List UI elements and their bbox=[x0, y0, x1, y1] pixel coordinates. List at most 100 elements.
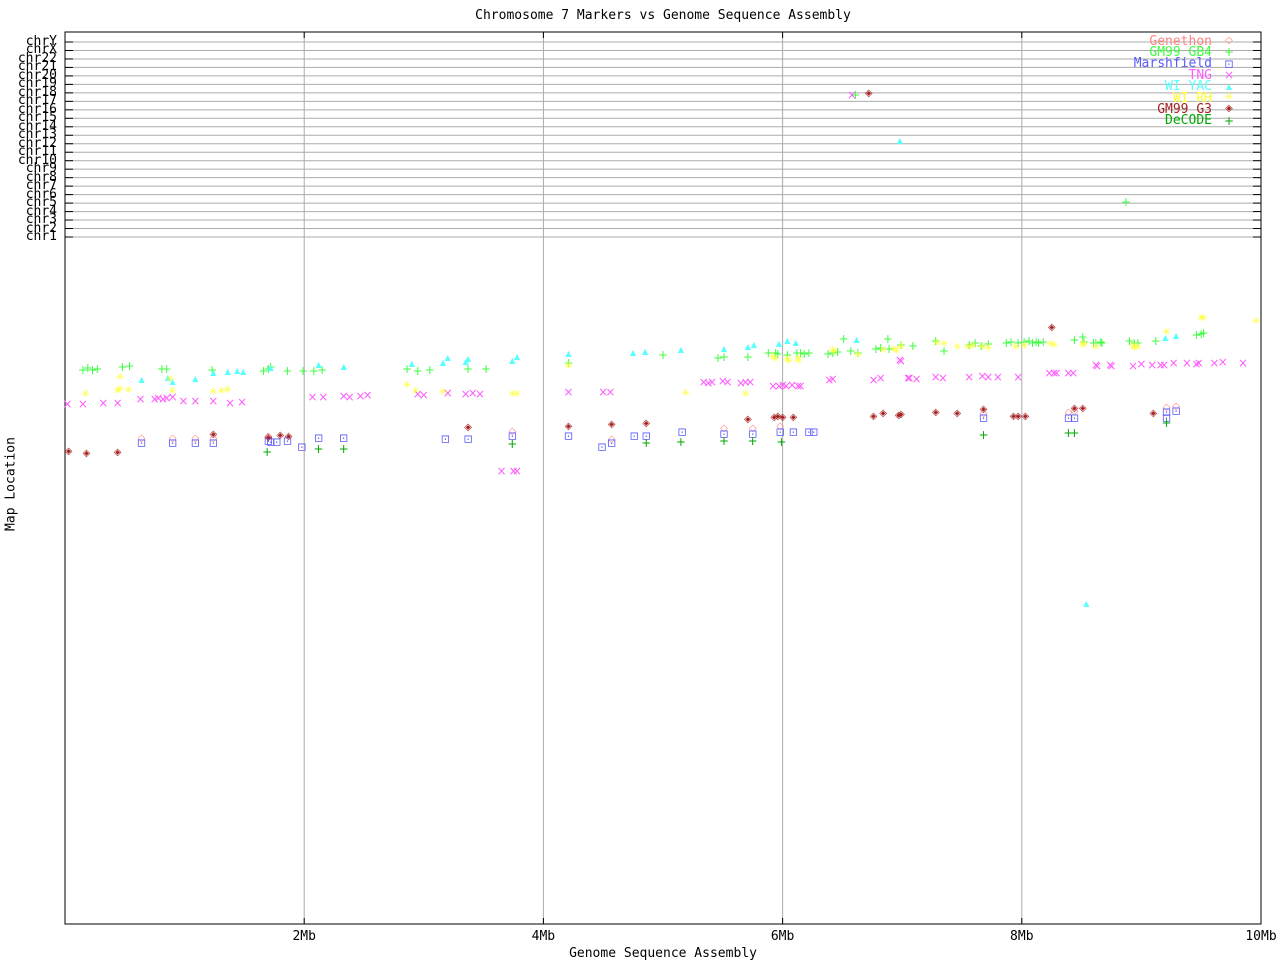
data-point-gm99-gb4: + bbox=[207, 362, 218, 377]
data-point-wi-rh: ✳ bbox=[828, 344, 838, 356]
data-point-tng: × bbox=[178, 393, 189, 408]
data-point-gm99-gb4: + bbox=[795, 345, 806, 360]
data-point-tng: × bbox=[1181, 355, 1192, 370]
legend-marker-icon: ⊡ bbox=[1224, 57, 1234, 71]
data-point-tng: × bbox=[467, 385, 478, 400]
x-axis-label: Genome Sequence Assembly bbox=[569, 946, 757, 961]
data-point-wi-rh: ✳ bbox=[783, 353, 792, 365]
data-point-gm99-g3: ◈ bbox=[113, 446, 122, 458]
data-point-wi-rh: ✳ bbox=[402, 379, 412, 391]
data-point-marshfield: ⊡ bbox=[1063, 411, 1074, 425]
data-point-gm99-g3: ◈ bbox=[264, 431, 273, 443]
x-axis-tick-label: 10Mb bbox=[1245, 929, 1277, 944]
y-axis-chromosome-label: chr16 bbox=[17, 101, 57, 117]
data-point-tng: × bbox=[983, 369, 994, 384]
data-point-wi-rh: ✳ bbox=[1049, 339, 1059, 351]
y-axis-chromosome-label: chr21 bbox=[17, 59, 57, 75]
data-point-tng: × bbox=[1105, 357, 1116, 372]
y-axis-chromosome-label: chr1 bbox=[25, 229, 57, 244]
legend-marker-icon: ◈ bbox=[1225, 103, 1233, 115]
data-point-gm99-g3: ◈ bbox=[1078, 402, 1087, 414]
legend-marker-icon: + bbox=[1223, 113, 1235, 128]
data-point-tng: × bbox=[903, 370, 914, 385]
data-point-wi-yac: ▲ bbox=[641, 346, 649, 356]
data-point-gm99-gb4: + bbox=[1038, 334, 1049, 349]
data-point-wi-rh: ✳ bbox=[853, 349, 863, 361]
data-point-gm99-gb4: + bbox=[850, 87, 861, 102]
data-point-wi-yac: ▲ bbox=[138, 374, 145, 384]
data-point-marshfield: ⊡ bbox=[641, 429, 651, 443]
data-point-tng: × bbox=[930, 369, 941, 384]
data-point-wi-yac: ▲ bbox=[408, 358, 415, 368]
data-point-gm99-g3: ◈ bbox=[464, 421, 472, 433]
data-point-decode: + bbox=[313, 441, 324, 456]
data-point-wi-rh: ✳ bbox=[438, 386, 448, 398]
data-point-gm99-g3: ◈ bbox=[1009, 410, 1018, 422]
data-point-wi-rh: ✳ bbox=[166, 373, 175, 385]
data-point-gm99-gb4: + bbox=[1013, 335, 1024, 350]
data-point-gm99-gb4: + bbox=[161, 361, 172, 376]
data-point-gm99-gb4: + bbox=[1120, 194, 1131, 209]
data-point-gm99-g3: ◈ bbox=[931, 406, 940, 418]
data-point-tng: × bbox=[824, 372, 835, 387]
data-point-marshfield: ⊡ bbox=[719, 427, 729, 441]
data-point-wi-rh: ✳ bbox=[984, 342, 993, 354]
data-point-tng: × bbox=[937, 370, 948, 385]
data-point-wi-rh: ✳ bbox=[829, 346, 839, 358]
y-axis-chromosome-label: chr19 bbox=[17, 76, 57, 92]
data-point-gm99-gb4: + bbox=[939, 343, 950, 358]
data-point-genethon: ◇ bbox=[776, 420, 785, 432]
data-point-tng: × bbox=[1068, 365, 1079, 380]
data-point-tng: × bbox=[355, 388, 366, 403]
data-point-tng: × bbox=[1217, 354, 1228, 369]
data-point-tng: × bbox=[1159, 357, 1170, 372]
y-axis-chromosome-label: chr12 bbox=[17, 135, 57, 151]
y-axis-chromosome-label: chr7 bbox=[25, 178, 57, 194]
data-point-wi-rh: ✳ bbox=[978, 341, 987, 353]
data-point-gm99-gb4: + bbox=[463, 361, 474, 376]
data-point-marshfield: ⊡ bbox=[263, 434, 273, 448]
data-point-wi-rh: ✳ bbox=[1162, 326, 1171, 338]
data-point-tng: × bbox=[977, 368, 988, 383]
data-point-gm99-g3: ◈ bbox=[209, 428, 218, 440]
data-point-genethon: ◇ bbox=[137, 432, 146, 444]
data-point-wi-rh: ✳ bbox=[124, 384, 133, 396]
data-point-wi-rh: ✳ bbox=[932, 337, 942, 349]
y-axis-chromosome-label: chr15 bbox=[17, 110, 57, 126]
data-point-tng: × bbox=[895, 353, 907, 368]
data-point-wi-rh: ✳ bbox=[81, 388, 90, 400]
data-point-wi-rh: ✳ bbox=[896, 341, 906, 353]
data-point-gm99-gb4: + bbox=[424, 362, 435, 377]
x-axis-tick-label: 4Mb bbox=[531, 929, 556, 944]
data-point-wi-rh: ✳ bbox=[793, 352, 803, 364]
data-point-marshfield: ⊡ bbox=[272, 435, 282, 449]
data-point-gm99-gb4: + bbox=[117, 359, 128, 374]
data-point-gm99-gb4: + bbox=[308, 363, 319, 378]
data-point-gm99-g3: ◈ bbox=[897, 408, 905, 420]
data-point-wi-rh: ✳ bbox=[1046, 338, 1055, 350]
data-point-wi-yac: ▲ bbox=[234, 365, 241, 375]
data-point-decode: + bbox=[1161, 415, 1172, 430]
data-point-tng: × bbox=[1090, 357, 1101, 372]
data-point-tng: × bbox=[236, 394, 248, 409]
data-point-wi-rh: ✳ bbox=[223, 384, 232, 396]
y-axis-chromosome-label: chrY bbox=[25, 34, 57, 49]
data-point-gm99-gb4: + bbox=[964, 337, 975, 352]
data-point-tng: × bbox=[1051, 365, 1062, 380]
data-point-tng: × bbox=[112, 395, 123, 410]
data-point-tng: × bbox=[412, 386, 423, 401]
data-point-tng: × bbox=[1193, 355, 1204, 370]
data-point-decode: + bbox=[675, 434, 686, 449]
data-point-tng: × bbox=[1238, 355, 1249, 370]
data-point-wi-rh: ✳ bbox=[768, 351, 778, 363]
data-point-genethon: ◇ bbox=[168, 432, 177, 444]
data-point-gm99-g3: ◈ bbox=[1021, 410, 1030, 422]
data-point-marshfield: ⊡ bbox=[1171, 404, 1181, 418]
data-point-marshfield: ⊡ bbox=[440, 432, 450, 446]
data-point-marshfield: ⊡ bbox=[1161, 411, 1172, 425]
data-point-wi-rh: ✳ bbox=[1196, 312, 1206, 324]
legend-label-wi-rh: WI RH bbox=[1172, 90, 1212, 106]
data-point-tng: × bbox=[1209, 355, 1220, 370]
